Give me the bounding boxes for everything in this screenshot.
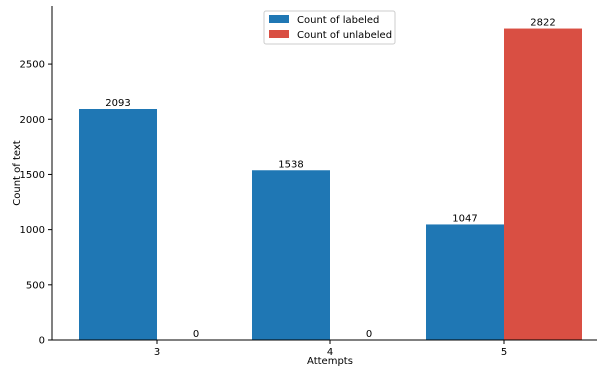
data-label-labeled-5: 1047 [452,213,477,224]
legend-swatch-0 [269,15,289,23]
y-ticks-group: 0 500 1000 1500 2000 2500 [20,60,52,347]
y-tick-label: 2000 [20,115,45,126]
bar-labeled-3 [79,109,157,340]
data-label-unlabeled-5: 2822 [530,18,555,29]
x-tick-label: 3 [154,347,160,358]
y-axis-title: Count of text [12,140,23,206]
y-tick-label: 1000 [20,225,45,236]
data-label-unlabeled-4: 0 [366,329,372,340]
bar-labeled-4 [252,170,330,340]
y-tick-label: 500 [26,280,45,291]
bars-group [79,29,582,340]
y-tick-label: 1500 [20,170,45,181]
data-label-labeled-4: 1538 [278,159,303,170]
legend-label-0: Count of labeled [297,15,379,26]
bar-unlabeled-5 [504,29,582,340]
legend-swatch-1 [269,30,289,38]
y-tick-label: 2500 [20,60,45,71]
legend-label-1: Count of unlabeled [297,30,392,41]
legend: Count of labeled Count of unlabeled [264,11,395,44]
data-label-labeled-3: 2093 [105,98,130,109]
x-axis-title: Attempts [307,356,353,366]
bar-labeled-5 [426,224,504,340]
y-tick-label: 0 [39,336,45,347]
x-tick-label: 5 [501,347,507,358]
data-label-unlabeled-3: 0 [193,329,199,340]
